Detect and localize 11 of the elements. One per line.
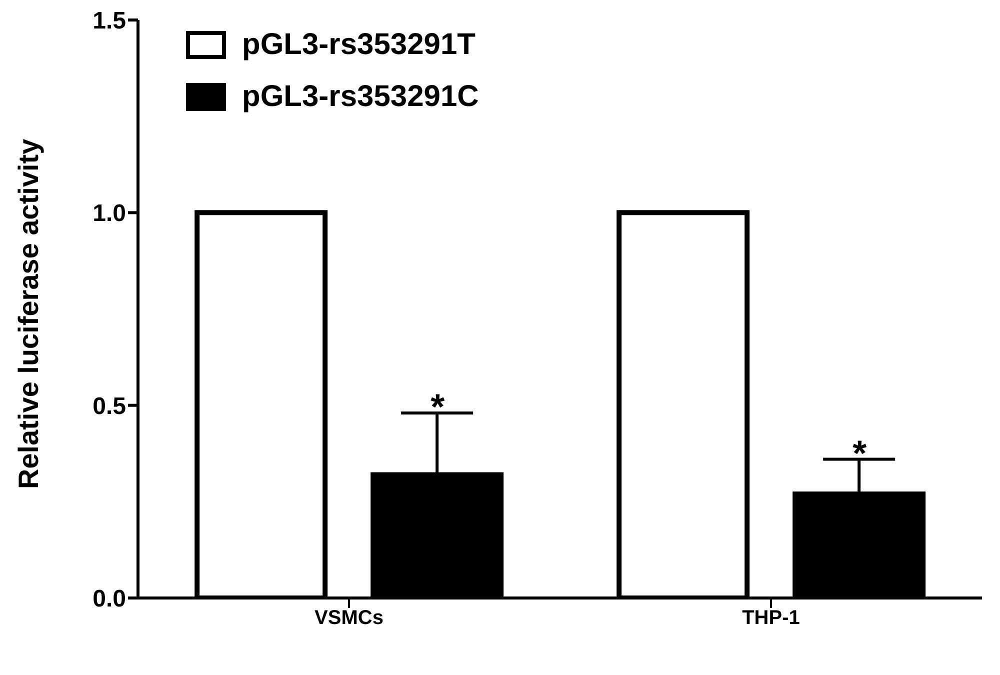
x-tick-label: VSMCs: [314, 607, 384, 630]
y-axis-title: Relative luciferase activity: [12, 138, 44, 489]
x-tick-label: THP-1: [742, 607, 800, 630]
y-tick-label: 1.0: [92, 200, 126, 228]
y-tick-label: 1.5: [92, 8, 126, 35]
y-tick-label: 0.5: [92, 392, 126, 420]
annotation: *: [852, 432, 867, 474]
legend-label: pGL3-rs353291C: [242, 80, 479, 114]
legend-label: pGL3-rs353291T: [242, 28, 476, 62]
y-tick-label: 0.0: [92, 586, 126, 613]
annotation: *: [430, 386, 445, 428]
